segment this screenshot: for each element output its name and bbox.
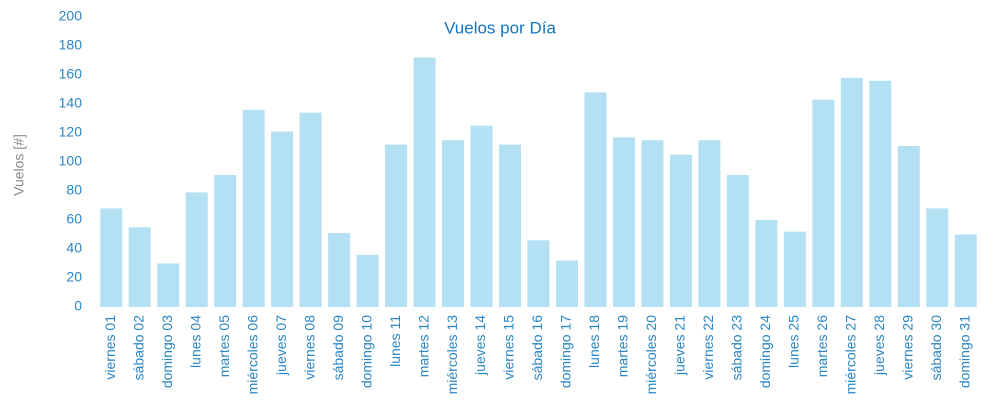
bar bbox=[128, 227, 151, 307]
x-tick-label: viernes 01 bbox=[102, 315, 118, 380]
bar bbox=[527, 240, 550, 307]
bar bbox=[726, 175, 749, 307]
y-tick-label: 180 bbox=[59, 37, 83, 53]
bar bbox=[442, 140, 465, 307]
x-tick-label: jueves 14 bbox=[472, 315, 488, 376]
bar bbox=[783, 231, 806, 307]
bar bbox=[328, 233, 351, 307]
bar bbox=[612, 137, 635, 307]
bar bbox=[413, 57, 436, 307]
x-tick-label: jueves 07 bbox=[273, 315, 289, 376]
x-tick-label: viernes 22 bbox=[700, 315, 716, 380]
y-axis-label: Vuelos [#] bbox=[11, 134, 27, 196]
x-tick-label: miércoles 06 bbox=[244, 315, 260, 395]
bar bbox=[926, 208, 949, 307]
x-tick-label: lunes 11 bbox=[387, 315, 403, 367]
bar bbox=[584, 92, 607, 308]
y-tick-label: 120 bbox=[59, 124, 83, 140]
bar bbox=[555, 260, 578, 307]
x-tick-label: miércoles 13 bbox=[444, 315, 460, 395]
bar bbox=[242, 109, 265, 307]
x-tick-label: lunes 25 bbox=[786, 315, 802, 368]
y-tick-label: 160 bbox=[59, 66, 83, 82]
y-tick-label: 20 bbox=[66, 269, 82, 285]
y-tick-label: 60 bbox=[66, 211, 82, 227]
x-tick-label: martes 26 bbox=[814, 315, 830, 377]
bar bbox=[271, 131, 294, 307]
bar bbox=[897, 146, 920, 307]
x-tick-label: viernes 15 bbox=[501, 315, 517, 380]
x-tick-label: sábado 16 bbox=[529, 315, 545, 381]
y-tick-label: 0 bbox=[74, 298, 82, 314]
x-tick-label: domingo 24 bbox=[757, 315, 773, 388]
x-tick-label: martes 19 bbox=[615, 315, 631, 377]
x-tick-label: martes 12 bbox=[415, 315, 431, 377]
x-tick-label: sábado 30 bbox=[928, 315, 944, 381]
bar bbox=[356, 254, 379, 307]
y-tick-label: 140 bbox=[59, 95, 83, 111]
bar bbox=[641, 140, 664, 307]
bar bbox=[100, 208, 123, 307]
bar bbox=[869, 80, 892, 307]
x-tick-label: domingo 03 bbox=[159, 315, 175, 388]
bar bbox=[698, 140, 721, 307]
y-tick-label: 40 bbox=[66, 240, 82, 256]
x-tick-label: jueves 21 bbox=[672, 315, 688, 376]
bar bbox=[385, 144, 408, 307]
bar bbox=[214, 175, 237, 307]
x-tick-label: domingo 17 bbox=[558, 315, 574, 388]
x-tick-label: lunes 04 bbox=[187, 315, 203, 368]
x-tick-label: miércoles 27 bbox=[843, 315, 859, 395]
x-tick-label: sábado 09 bbox=[330, 315, 346, 381]
x-tick-label: domingo 10 bbox=[358, 315, 374, 388]
x-tick-label: miércoles 20 bbox=[643, 315, 659, 395]
bar bbox=[157, 263, 180, 307]
x-tick-label: sábado 02 bbox=[130, 315, 146, 381]
bar bbox=[812, 99, 835, 308]
y-tick-label: 80 bbox=[66, 182, 82, 198]
x-tick-label: sábado 23 bbox=[729, 315, 745, 381]
bar bbox=[299, 112, 322, 307]
bar bbox=[954, 234, 977, 307]
x-tick-label: viernes 29 bbox=[899, 315, 915, 380]
bar bbox=[470, 125, 493, 307]
bar bbox=[499, 144, 522, 307]
bar bbox=[669, 154, 692, 307]
chart-title: Vuelos por Día bbox=[444, 18, 556, 37]
bar bbox=[755, 220, 778, 307]
y-tick-label: 200 bbox=[59, 8, 83, 24]
x-tick-label: jueves 28 bbox=[871, 315, 887, 376]
x-tick-label: domingo 31 bbox=[956, 315, 972, 388]
x-tick-label: viernes 08 bbox=[301, 315, 317, 380]
bar bbox=[185, 192, 208, 307]
bar bbox=[840, 77, 863, 308]
x-tick-label: lunes 18 bbox=[586, 315, 602, 368]
x-tick-label: martes 05 bbox=[216, 315, 232, 377]
y-tick-label: 100 bbox=[59, 153, 83, 169]
